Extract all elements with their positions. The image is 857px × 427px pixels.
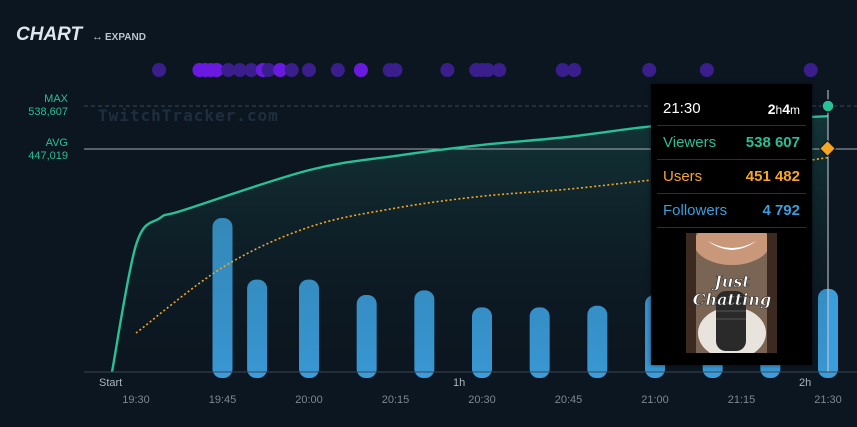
- event-dot[interactable]: [273, 63, 288, 77]
- event-dot[interactable]: [699, 63, 714, 77]
- max-tag: MAX 538,607: [0, 93, 68, 119]
- expand-button[interactable]: ↔ EXPAND: [92, 31, 146, 43]
- x-tick-label: 19:30: [122, 394, 150, 406]
- tooltip-viewers-value: 538 607: [745, 134, 800, 151]
- users-hover-point: [819, 140, 836, 157]
- event-dot[interactable]: [232, 63, 247, 77]
- hour-label-1h: 1h: [453, 377, 466, 389]
- event-dot[interactable]: [492, 63, 507, 77]
- event-dot[interactable]: [803, 63, 818, 77]
- x-tick-label: 20:15: [382, 394, 410, 406]
- event-dot[interactable]: [440, 63, 455, 77]
- x-tick-label: 20:45: [555, 394, 583, 406]
- expand-label: EXPAND: [105, 32, 146, 43]
- hour-label-2h: 2h: [799, 377, 812, 389]
- viewers-hover-point: [821, 99, 835, 113]
- tooltip-viewers-label: Viewers: [663, 134, 717, 151]
- x-tick-label: 19:45: [209, 394, 237, 406]
- chart-header: CHART ↔ EXPAND: [0, 0, 857, 60]
- chart-title: CHART: [16, 24, 83, 45]
- hover-tooltip: 21:30 2h4m Viewers 538 607 Users 451 482…: [651, 84, 812, 365]
- avg-tag: AVG 447,019: [0, 137, 68, 163]
- event-dot[interactable]: [388, 63, 403, 77]
- tooltip-time: 21:30: [663, 100, 701, 117]
- viewers-area: [112, 116, 828, 372]
- tooltip-followers-row: Followers 4 792: [657, 194, 806, 228]
- max-label: MAX: [44, 93, 68, 105]
- event-dot[interactable]: [284, 63, 299, 77]
- event-dot[interactable]: [261, 63, 276, 77]
- tooltip-followers-value: 4 792: [762, 202, 800, 219]
- start-label: Start: [99, 377, 123, 389]
- x-tick-label: 20:00: [295, 394, 323, 406]
- x-tick-label: 21:00: [641, 394, 669, 406]
- x-tick-label: 20:30: [468, 394, 496, 406]
- event-dot[interactable]: [221, 63, 236, 77]
- avg-label: AVG: [45, 137, 68, 149]
- event-dot[interactable]: [567, 63, 582, 77]
- watermark: TwitchTracker.com: [98, 106, 279, 125]
- x-tick-label: 21:30: [814, 394, 842, 406]
- game-thumbnail: Just Chatting: [686, 233, 777, 353]
- avg-value: 447,019: [28, 150, 68, 162]
- event-dot[interactable]: [480, 63, 495, 77]
- event-dot[interactable]: [642, 63, 657, 77]
- event-dot[interactable]: [244, 63, 259, 77]
- event-dot[interactable]: [353, 63, 368, 77]
- event-dots: [152, 63, 818, 77]
- x-axis-ticks: 19:30 19:45 20:00 20:15 20:30 20:45 21:00 21:15…: [122, 394, 842, 406]
- tooltip-users-row: Users 451 482: [657, 160, 806, 194]
- tooltip-users-label: Users: [663, 168, 703, 185]
- event-dot[interactable]: [555, 63, 570, 77]
- event-dot[interactable]: [152, 63, 167, 77]
- event-dot[interactable]: [302, 63, 316, 77]
- event-dot[interactable]: [330, 63, 345, 77]
- thumb-text-1: Just: [711, 272, 750, 291]
- tooltip-users-value: 451 482: [745, 168, 800, 185]
- event-dot[interactable]: [209, 63, 224, 77]
- tooltip-viewers-row: Viewers 538 607: [657, 126, 806, 160]
- tooltip-duration: 2h4m: [767, 100, 800, 117]
- max-value: 538,607: [28, 106, 68, 118]
- tooltip-followers-label: Followers: [663, 202, 728, 219]
- x-tick-label: 21:15: [728, 394, 756, 406]
- expand-arrows-icon: ↔: [92, 31, 103, 43]
- thumb-text-2: Chatting: [693, 290, 771, 309]
- tooltip-time-row: 21:30 2h4m: [657, 92, 806, 126]
